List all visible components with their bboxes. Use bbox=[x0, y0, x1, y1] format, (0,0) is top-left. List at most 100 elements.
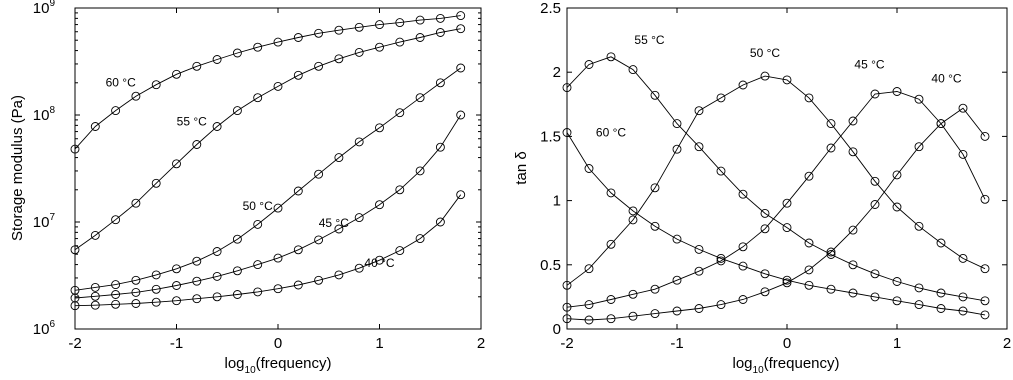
data-point-55-c bbox=[848, 260, 858, 270]
data-point-45-c bbox=[212, 271, 222, 281]
annotation-layer: 55 °C 50 °C 45 °C 40 °C 60 °C bbox=[596, 33, 962, 139]
data-point-60-c bbox=[70, 144, 80, 154]
data-point-50-c bbox=[273, 203, 283, 213]
data-point-55-c bbox=[606, 52, 616, 62]
data-point-45-c bbox=[672, 275, 682, 285]
data-point-40-c bbox=[914, 142, 924, 152]
x-tick-label: -2 bbox=[68, 335, 81, 352]
annotation-60-c: 60 °C bbox=[596, 125, 626, 139]
x-axis-label-log: log bbox=[224, 355, 244, 372]
data-point-40-c bbox=[314, 275, 324, 285]
data-point-45-c bbox=[980, 194, 990, 204]
data-point-40-c bbox=[415, 234, 425, 244]
data-point-45-c bbox=[435, 142, 445, 152]
data-point-55-c bbox=[90, 230, 100, 240]
data-point-50-c bbox=[936, 238, 946, 248]
data-point-40-c bbox=[738, 295, 748, 304]
x-tick-label: 1 bbox=[893, 335, 901, 352]
data-point-50-c bbox=[435, 78, 445, 88]
data-point-50-c bbox=[334, 153, 344, 163]
data-point-60-c bbox=[628, 206, 638, 216]
data-point-60-c bbox=[131, 91, 141, 101]
annotation-55-c: 55 °C bbox=[634, 33, 664, 47]
y-tick-label: 0 bbox=[553, 321, 561, 338]
data-point-40-c bbox=[958, 103, 968, 113]
data-point-60-c bbox=[694, 244, 704, 254]
data-point-55-c bbox=[395, 37, 405, 47]
axis-ticks: -2 -1 0 1 2 0 0.5 1 1.5 2 2.5 bbox=[540, 0, 1011, 352]
data-point-45-c bbox=[456, 110, 466, 120]
data-point-45-c bbox=[314, 235, 324, 245]
data-point-60-c bbox=[672, 234, 682, 244]
data-point-50-c bbox=[232, 234, 242, 244]
data-point-60-c bbox=[562, 128, 572, 137]
data-point-50-c bbox=[151, 270, 161, 280]
data-point-55-c bbox=[151, 178, 161, 188]
series-layer bbox=[562, 52, 990, 325]
data-point-60-c bbox=[606, 188, 616, 198]
data-point-45-c bbox=[804, 171, 814, 181]
data-point-45-c bbox=[395, 185, 405, 195]
data-point-60-c bbox=[232, 48, 242, 58]
data-point-55-c bbox=[562, 83, 572, 93]
y-tick-label: 108 bbox=[33, 105, 56, 124]
data-point-60-c bbox=[334, 25, 344, 35]
data-point-50-c bbox=[870, 176, 880, 186]
data-point-50-c bbox=[848, 147, 858, 157]
annotation-45-c: 45 °C bbox=[854, 57, 884, 71]
data-point-45-c bbox=[892, 87, 902, 96]
annotation-55-c: 55 °C bbox=[177, 114, 207, 128]
annotation-50-c: 50 °C bbox=[750, 46, 780, 60]
data-point-55-c bbox=[70, 245, 80, 255]
data-point-45-c bbox=[958, 149, 968, 159]
data-point-50-c bbox=[562, 280, 572, 290]
data-point-55-c bbox=[435, 28, 445, 37]
data-point-50-c bbox=[192, 256, 202, 266]
data-point-40-c bbox=[694, 304, 704, 313]
data-point-40-c bbox=[456, 190, 466, 200]
data-point-45-c bbox=[738, 242, 748, 252]
x-tick-label: 0 bbox=[783, 335, 791, 352]
data-point-55-c bbox=[738, 189, 748, 199]
data-point-40-c bbox=[584, 315, 594, 325]
data-point-60-c bbox=[90, 122, 100, 131]
data-point-55-c bbox=[782, 223, 792, 233]
data-point-45-c bbox=[716, 256, 726, 266]
data-point-60-c bbox=[936, 304, 946, 313]
data-point-50-c bbox=[914, 221, 924, 231]
series-line-45-c bbox=[566, 91, 986, 308]
data-point-45-c bbox=[584, 300, 594, 310]
data-point-45-c bbox=[415, 166, 425, 176]
data-point-55-c bbox=[914, 283, 924, 293]
x-tick-label: 0 bbox=[274, 335, 282, 352]
data-point-60-c bbox=[914, 300, 924, 310]
data-point-60-c bbox=[253, 42, 263, 52]
data-point-55-c bbox=[694, 142, 704, 152]
data-point-40-c bbox=[253, 287, 263, 297]
series-line-50-c bbox=[566, 75, 986, 286]
y-tick-label: 2.5 bbox=[540, 0, 561, 17]
data-point-50-c bbox=[716, 93, 726, 103]
data-point-50-c bbox=[892, 202, 902, 212]
data-point-40-c bbox=[628, 311, 638, 321]
data-point-50-c bbox=[253, 219, 263, 229]
data-point-40-c bbox=[672, 306, 682, 316]
series-line-55-c bbox=[74, 28, 461, 251]
data-point-50-c bbox=[958, 253, 968, 263]
data-point-50-c bbox=[415, 93, 425, 103]
data-point-40-c bbox=[70, 301, 80, 311]
y-tick-label: 109 bbox=[33, 0, 56, 17]
data-point-40-c bbox=[395, 246, 405, 256]
data-point-45-c bbox=[606, 295, 616, 304]
data-point-40-c bbox=[273, 284, 283, 294]
y-tick-label: 1.5 bbox=[540, 128, 561, 145]
data-point-55-c bbox=[804, 238, 814, 248]
data-point-55-c bbox=[584, 60, 594, 69]
data-point-60-c bbox=[395, 18, 405, 28]
data-point-50-c bbox=[694, 106, 704, 116]
data-point-45-c bbox=[131, 287, 141, 297]
data-point-55-c bbox=[354, 47, 364, 57]
data-point-50-c bbox=[606, 239, 616, 249]
data-point-40-c bbox=[232, 290, 242, 299]
data-point-45-c bbox=[172, 281, 181, 290]
